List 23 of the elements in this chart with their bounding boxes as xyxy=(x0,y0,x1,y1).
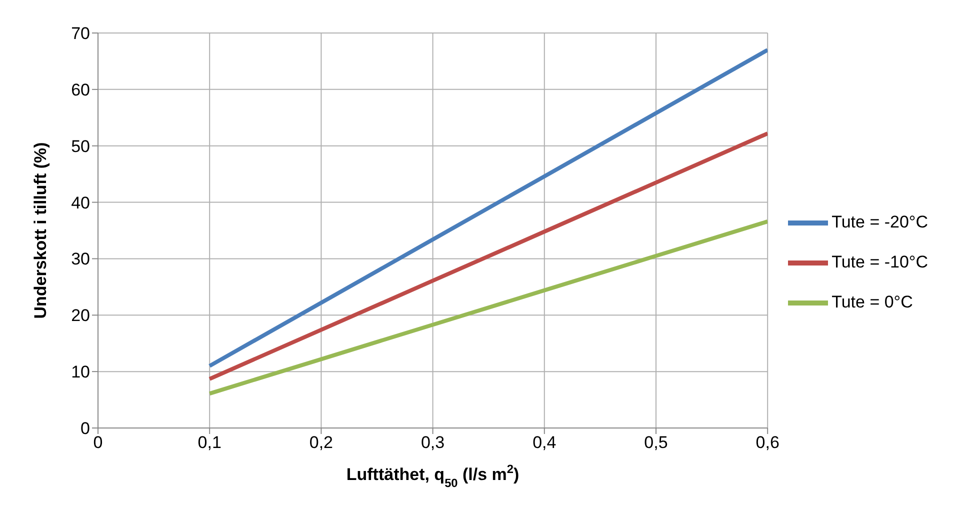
legend-label: Tute = 0°C xyxy=(832,292,913,312)
legend-label: Tute = -10°C xyxy=(832,252,928,272)
x-tick-label: 0,5 xyxy=(644,433,668,452)
y-tick-label: 20 xyxy=(71,306,90,326)
line-series xyxy=(208,131,768,381)
x-tick-label: 0,2 xyxy=(309,433,334,452)
y-tick-label: 50 xyxy=(71,136,90,156)
x-tick-label: 0,3 xyxy=(420,433,445,452)
x-axis-title: Lufttäthet, q$_{50}$ (l/s m$^{2}$) xyxy=(346,462,520,490)
x-tick-label: 0,1 xyxy=(198,433,222,452)
y-tick-label: 70 xyxy=(71,24,90,44)
x-tick-label: 0,4 xyxy=(532,433,556,452)
x-tick-label: 0 xyxy=(93,433,103,452)
y-axis-title: Underskott i tilluft (%) xyxy=(31,142,50,319)
y-tick-label: 0 xyxy=(80,419,90,438)
y-tick-label: 60 xyxy=(71,80,90,100)
y-tick-label: 30 xyxy=(71,250,90,269)
line-series xyxy=(208,48,768,368)
line-series xyxy=(208,219,768,396)
y-tick-label: 40 xyxy=(71,193,90,212)
x-tick-label: 0,6 xyxy=(756,433,780,452)
y-tick-label: 10 xyxy=(71,362,90,382)
legend-label: Tute = -20°C xyxy=(832,212,928,232)
